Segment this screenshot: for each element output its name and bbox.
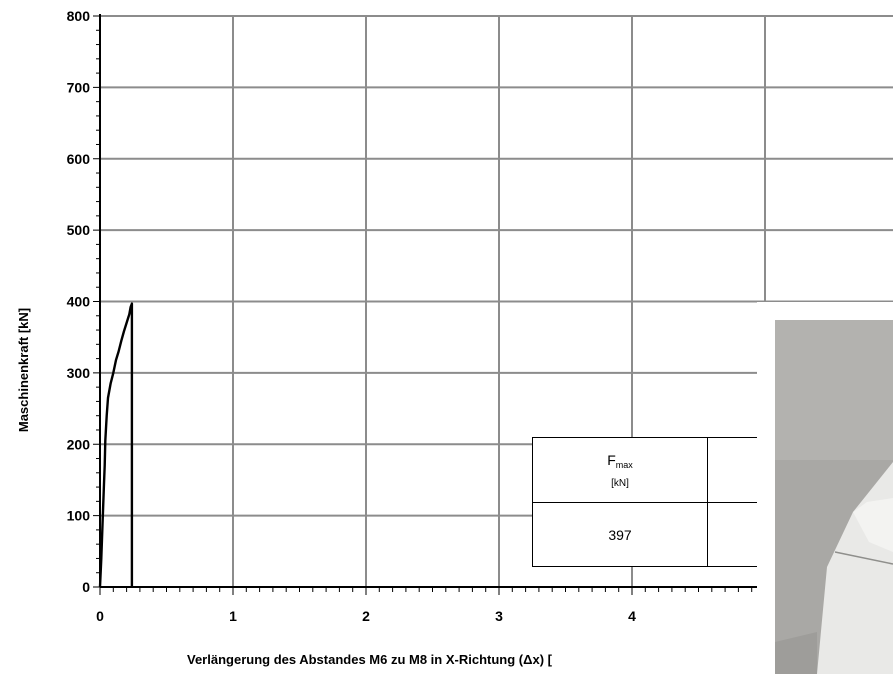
x-tick-label: 0 xyxy=(96,608,104,624)
series xyxy=(98,302,134,588)
y-tick-label: 400 xyxy=(67,294,91,310)
y-tick-label: 500 xyxy=(67,222,91,238)
table-header-row: Fmax [kN] xyxy=(532,437,769,503)
series-line xyxy=(98,302,134,588)
fmax-value-cell: 397 xyxy=(532,502,708,567)
fmax-subscript: max xyxy=(615,459,633,470)
y-tick-label: 700 xyxy=(67,79,91,95)
y-tick-label: 800 xyxy=(67,8,91,24)
y-tick-label: 600 xyxy=(67,151,91,167)
x-tick-label: 2 xyxy=(362,608,370,624)
y-tick-label: 300 xyxy=(67,365,91,381)
x-tick-label: 3 xyxy=(495,608,503,624)
x-tick-label: 4 xyxy=(628,608,636,624)
y-axis-title: Maschinenkraft [kN] xyxy=(16,308,31,432)
x-axis-title: Verlängerung des Abstandes M6 zu M8 in X… xyxy=(187,652,553,667)
specimen-photo xyxy=(757,302,893,674)
fmax-unit: [kN] xyxy=(611,477,629,489)
ticks xyxy=(93,15,886,595)
x-tick-label: 1 xyxy=(229,608,237,624)
y-tick-label: 200 xyxy=(67,436,91,452)
fmax-symbol: F xyxy=(607,451,616,468)
fmax-header-cell: Fmax [kN] xyxy=(532,437,708,503)
result-table: Fmax [kN] 397 xyxy=(532,437,769,567)
y-tick-label: 0 xyxy=(82,579,90,595)
table-value-row: 397 xyxy=(532,502,769,567)
y-tick-label: 100 xyxy=(67,508,91,524)
